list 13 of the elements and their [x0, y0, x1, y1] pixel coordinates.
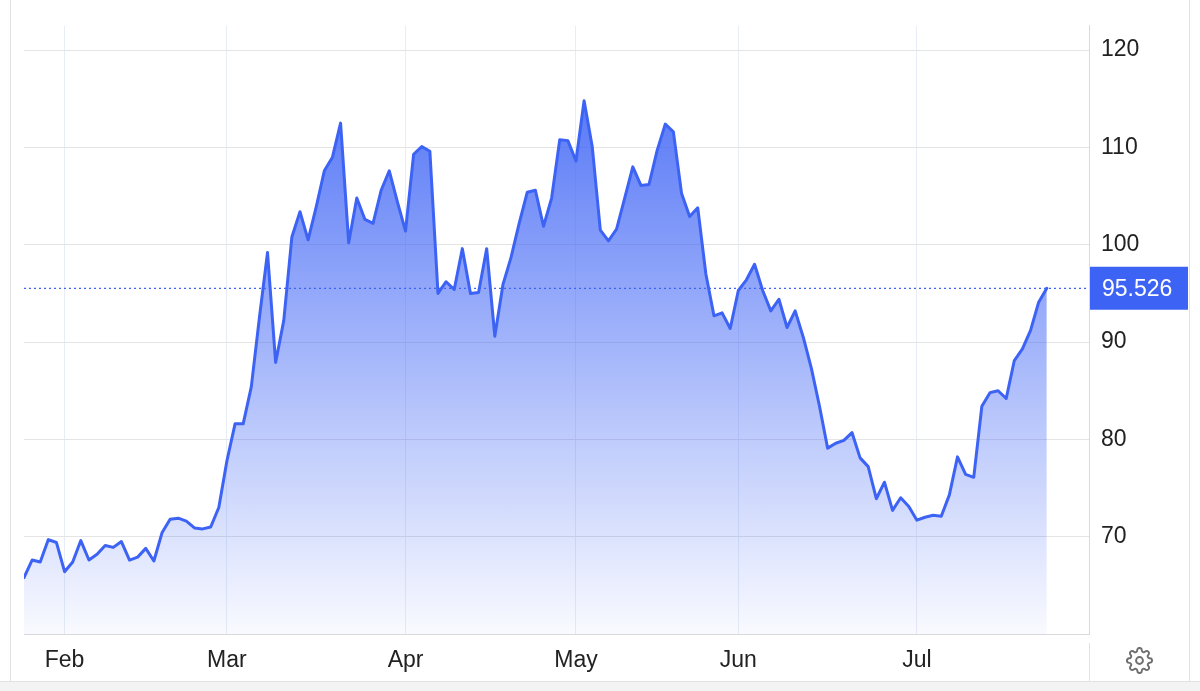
ref-line-label: 95.526 [1102, 274, 1173, 301]
y-tick-label: 90 [1101, 327, 1127, 354]
x-tick-label: Feb [44, 646, 85, 673]
y-tick-label: 100 [1101, 230, 1140, 257]
x-tick-label: Jun [719, 646, 757, 673]
y-tick-label: 80 [1101, 424, 1127, 451]
y-tick-label: 120 [1101, 35, 1140, 62]
x-tick-label: Jul [902, 646, 932, 673]
y-tick-label: 70 [1101, 522, 1127, 549]
x-tick-label: Mar [207, 646, 248, 673]
x-tick-label: May [554, 646, 599, 673]
y-tick-label: 110 [1101, 132, 1138, 159]
x-tick-label: Apr [387, 646, 424, 673]
